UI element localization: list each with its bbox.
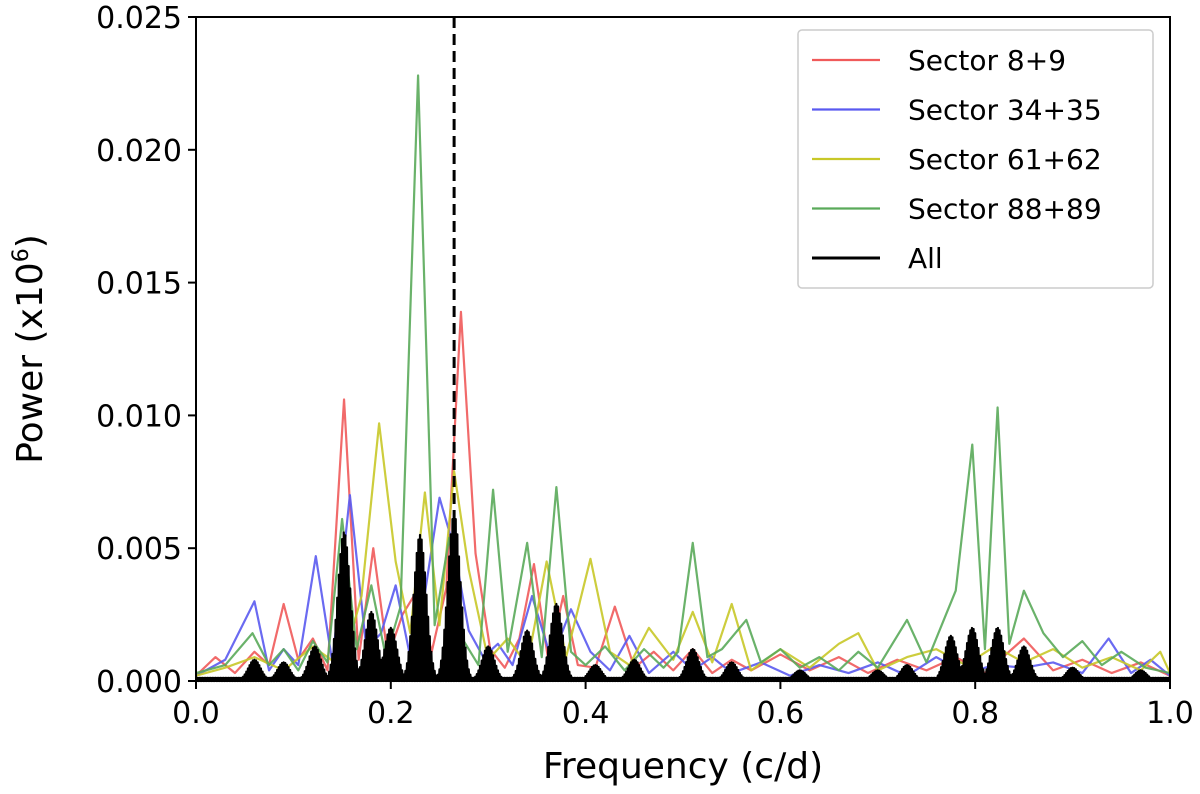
legend-label: Sector 34+35: [908, 94, 1102, 127]
plot-area: [194, 16, 1172, 683]
y-axis-label-main: Power (x10: [10, 262, 51, 463]
x-axis-ticks: 0.0 0.2 0.4 0.6 0.8 1.0: [172, 681, 1194, 731]
y-axis-label-close: ): [10, 234, 51, 248]
y-axis-label: Power (x106): [9, 234, 51, 464]
axes-frame: [195, 16, 1171, 682]
series-line-1: [195, 310, 1171, 677]
y-tick-label: 0.005: [96, 532, 182, 567]
legend-label: All: [908, 242, 943, 275]
legend-label: Sector 8+9: [908, 44, 1066, 77]
y-tick-label: 0.025: [96, 1, 182, 36]
legend-label: Sector 61+62: [908, 143, 1102, 176]
series-line-4: [195, 74, 1171, 675]
y-axis-label-exponent: 6: [9, 248, 34, 262]
x-tick-label: 1.0: [1146, 696, 1194, 731]
y-axis-ticks: 0.000 0.005 0.010 0.015 0.020 0.025: [96, 1, 196, 700]
series-line-3: [195, 422, 1171, 677]
legend: Sector 8+9 Sector 34+35 Sector 61+62 Sector…: [797, 29, 1154, 289]
legend-box: [797, 29, 1154, 289]
x-tick-label: 0.4: [562, 696, 610, 731]
x-tick-label: 0.0: [172, 696, 220, 731]
y-tick-label: 0.015: [96, 267, 182, 302]
y-tick-label: 0.020: [96, 134, 182, 169]
series-layer: [194, 74, 1172, 683]
y-tick-label: 0.010: [96, 399, 182, 434]
y-tick-label: 0.000: [96, 665, 182, 700]
x-tick-label: 0.8: [951, 696, 999, 731]
x-tick-label: 0.6: [757, 696, 805, 731]
legend-label: Sector 88+89: [908, 193, 1102, 226]
x-tick-label: 0.2: [367, 696, 415, 731]
series-line-all: [194, 512, 1172, 683]
x-axis-label: Frequency (c/d): [543, 746, 823, 787]
